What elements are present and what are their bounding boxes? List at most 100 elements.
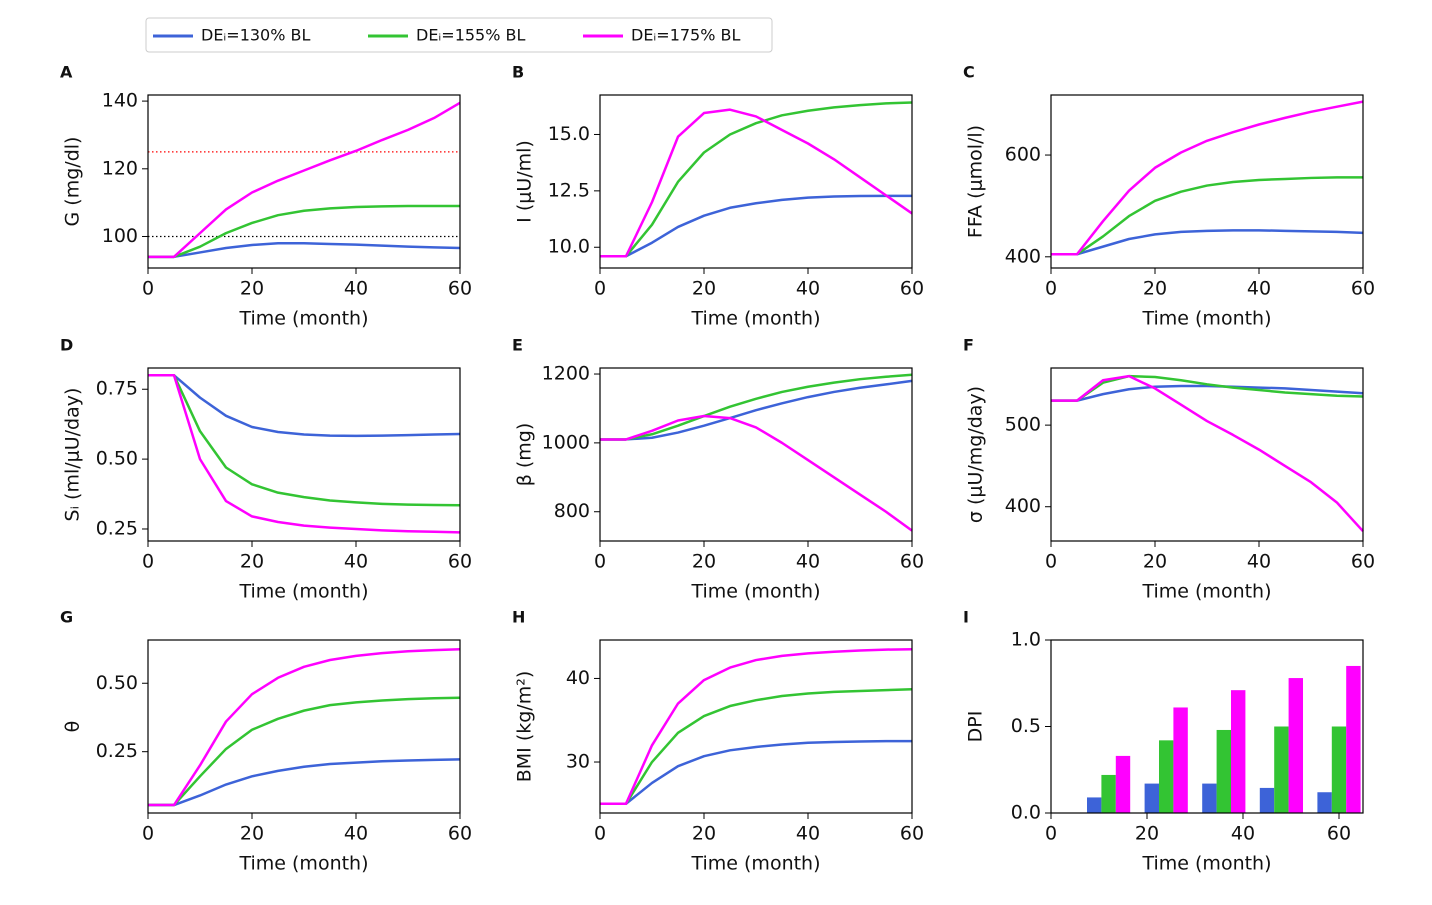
line-series [600, 108, 913, 258]
bar [1159, 740, 1174, 813]
bar [1115, 755, 1131, 813]
legend-text: DEᵢ=175% BL [631, 26, 741, 45]
x-axis-label: Time (month) [1141, 853, 1271, 875]
bar [1331, 726, 1347, 813]
x-tick-label: 40 [796, 551, 820, 573]
y-tick-label: 1200 [542, 363, 590, 385]
x-tick-label: 40 [796, 823, 820, 845]
y-tick-label: 10.0 [548, 236, 590, 258]
bar [1346, 665, 1361, 813]
x-tick-label: 20 [1143, 278, 1167, 300]
line-series [148, 204, 460, 259]
line-series [1051, 384, 1364, 402]
x-axis-label: Time (month) [1141, 581, 1271, 603]
x-tick-label: 20 [1135, 823, 1159, 845]
bar [1259, 787, 1275, 813]
y-tick-label: 12.5 [548, 179, 590, 201]
x-tick-label: 40 [344, 823, 368, 845]
x-tick-label: 40 [344, 278, 368, 300]
panel-label: G [60, 608, 73, 627]
axes-frame [147, 367, 461, 542]
y-tick-label: 120 [102, 157, 138, 179]
line-series [148, 696, 461, 807]
x-tick-label: 0 [142, 278, 154, 300]
line-series [600, 647, 913, 806]
bar [1216, 729, 1231, 813]
x-tick-label: 0 [1045, 278, 1057, 300]
y-axis-label: BMI (kg/m²) [514, 671, 536, 783]
line-series [600, 688, 913, 806]
x-tick-label: 0 [594, 278, 606, 300]
x-axis-label: Time (month) [238, 853, 368, 875]
line-series [600, 101, 913, 258]
panel-label: I [963, 608, 969, 627]
line-series [148, 648, 461, 807]
y-tick-label: 0.50 [96, 448, 138, 470]
y-tick-label: 40 [566, 667, 590, 689]
y-tick-label: 140 [102, 90, 138, 112]
panel-label: E [512, 336, 523, 355]
line-series [600, 379, 913, 441]
x-tick-label: 0 [142, 551, 154, 573]
x-tick-label: 20 [240, 823, 264, 845]
x-tick-label: 60 [448, 278, 472, 300]
x-tick-label: 0 [594, 551, 606, 573]
line-series [148, 101, 461, 259]
y-tick-label: 600 [1005, 144, 1041, 166]
line-series [148, 242, 461, 259]
y-tick-label: 0.50 [96, 672, 138, 694]
y-tick-label: 100 [102, 225, 138, 247]
bar [1173, 707, 1188, 813]
y-tick-label: 30 [566, 751, 590, 773]
bar [1101, 774, 1116, 813]
x-tick-label: 60 [900, 823, 924, 845]
x-tick-label: 0 [1045, 551, 1057, 573]
x-tick-label: 40 [1231, 823, 1255, 845]
line-series [1051, 176, 1363, 256]
y-tick-label: 500 [1005, 414, 1041, 436]
x-tick-label: 60 [1327, 823, 1351, 845]
axes-frame [599, 367, 913, 542]
y-tick-label: 0.25 [96, 740, 138, 762]
x-axis-label: Time (month) [690, 853, 820, 875]
y-axis-label: Sᵢ (ml/μU/day) [62, 388, 84, 522]
legend-box [145, 17, 773, 53]
y-tick-label: 0.0 [1011, 802, 1041, 824]
x-tick-label: 60 [448, 823, 472, 845]
x-tick-label: 20 [692, 823, 716, 845]
line-series [1051, 374, 1364, 533]
line-series [600, 739, 912, 806]
x-tick-label: 40 [344, 551, 368, 573]
line-series [600, 373, 913, 441]
legend-text: DEᵢ=130% BL [201, 26, 311, 45]
y-axis-label: θ [62, 721, 84, 733]
y-axis-label: β (mg) [514, 423, 536, 487]
bar [1274, 726, 1289, 813]
axes-frame [599, 94, 913, 269]
x-tick-label: 0 [1045, 823, 1057, 845]
x-tick-label: 60 [1351, 551, 1375, 573]
bar [1317, 792, 1332, 813]
y-tick-label: 400 [1005, 245, 1041, 267]
y-tick-label: 0.25 [96, 517, 138, 539]
line-series [600, 414, 913, 532]
axes-frame [1050, 367, 1364, 542]
legend-text: DEᵢ=155% BL [416, 26, 526, 45]
x-axis-label: Time (month) [690, 581, 820, 603]
line-series [148, 374, 461, 438]
y-tick-label: 0.75 [96, 378, 138, 400]
x-tick-label: 20 [692, 551, 716, 573]
x-axis-label: Time (month) [238, 308, 368, 330]
axes-frame [147, 639, 461, 814]
line-series [1051, 374, 1364, 402]
y-tick-label: 0.5 [1011, 715, 1041, 737]
x-tick-label: 40 [1247, 551, 1271, 573]
x-tick-label: 20 [1143, 551, 1167, 573]
y-axis-label: I (μU/ml) [514, 140, 536, 223]
y-axis-label: σ (μU/mg/day) [965, 386, 987, 523]
axes-frame [1050, 639, 1364, 814]
panel-label: D [60, 336, 73, 355]
x-tick-label: 20 [692, 278, 716, 300]
panel-label: F [963, 336, 974, 355]
